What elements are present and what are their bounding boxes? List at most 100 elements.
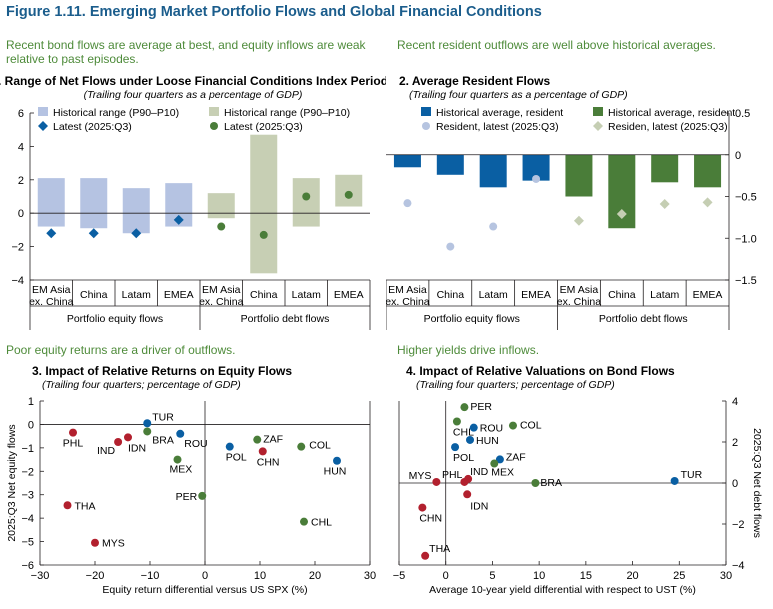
chart4-y-tick-label-2: 0 [732, 478, 738, 490]
chart3-y-tick-label-3: −2 [21, 466, 34, 478]
chart1-legend-label-2: Latest (2025:Q3) [53, 121, 132, 133]
chart3-subtitle: (Trailing four quarters; percentage of G… [42, 379, 241, 391]
chart2-latest-marker-3 [532, 174, 541, 183]
chart1-range-bar-1 [80, 178, 108, 229]
chart1-legend-swatch-0 [38, 107, 48, 116]
chart2-category-label-0: EM Asia ex. China [386, 284, 430, 308]
chart1-range-bar-4 [207, 193, 235, 219]
chart2-category-label-3: EMEA [521, 289, 551, 301]
chart1-latest-marker-0 [46, 228, 57, 239]
chart4-y-tick-label-1: 2 [732, 437, 738, 449]
subtitle-bottom-left: Poor equity returns are a driver of outf… [6, 343, 236, 357]
chart3-x-tick-label-3: 0 [202, 570, 208, 582]
chart4-y-tick-label-3: −2 [732, 519, 745, 531]
chart3-point-label-tha: THA [75, 500, 96, 512]
chart3-y-tick-label-0: 1 [28, 396, 34, 408]
chart1-y-tick-label-0: −4 [11, 275, 24, 287]
chart3-point-per [198, 491, 207, 500]
chart3-point-chl [300, 517, 308, 526]
chart-range-net-flows: 1. Range of Net Flows under Loose Financ… [0, 74, 386, 330]
chart-bond-relative-valuations: 4. Impact of Relative Valuations on Bond… [393, 364, 763, 596]
subtitle-bottom-right: Higher yields drive inflows. [397, 343, 540, 357]
chart2-y-tick-label-3: −1.0 [735, 233, 757, 245]
chart4-title: 4. Impact of Relative Valuations on Bond… [406, 364, 675, 378]
chart3-point-label-phl: PHL [63, 438, 84, 450]
chart3-x-tick-label-0: −30 [31, 570, 50, 582]
chart3-point-label-mex: MEX [170, 464, 193, 476]
chart3-point-hun [333, 456, 341, 465]
chart4-subtitle: (Trailing four quarters; percentage of G… [416, 379, 615, 391]
chart2-average-bar-0 [393, 154, 421, 168]
chart1-y-tick-label-4: 4 [18, 141, 24, 153]
figure-title: Figure 1.11. Emerging Market Portfolio F… [6, 4, 542, 20]
chart2-category-label-5: China [608, 289, 636, 301]
chart4-x-tick-label-2: 5 [489, 570, 495, 582]
chart2-latest-marker-5 [616, 209, 627, 220]
chart1-category-label-1: China [80, 289, 108, 301]
chart4-point-label-tur: TUR [681, 469, 703, 481]
chart3-point-label-pol: POL [226, 452, 247, 464]
chart1-legend-swatch-1 [209, 107, 219, 116]
chart3-point-label-tur: TUR [152, 411, 174, 423]
chart1-range-bar-5 [250, 134, 278, 274]
chart3-point-label-idn: IDN [128, 442, 146, 454]
chart4-point-chl [452, 417, 461, 426]
chart2-group-label-0: Portfolio equity flows [424, 313, 520, 325]
chart4-point-label-bra: BRA [540, 477, 562, 489]
chart1-group-label-0: Portfolio equity flows [67, 313, 163, 325]
chart1-category-label-6: Latam [292, 289, 321, 301]
chart2-y-tick-label-2: −0.5 [735, 192, 757, 204]
chart2-latest-marker-2 [489, 222, 498, 231]
chart4-point-bra [531, 479, 540, 487]
chart2-legend-label-0: Historical average, resident [436, 107, 563, 119]
chart4-point-label-zaf: ZAF [506, 451, 526, 463]
chart4-y-tick-label-0: 4 [732, 396, 738, 408]
chart3-y-tick-label-1: 0 [28, 419, 34, 431]
chart1-range-bar-6 [292, 178, 320, 227]
chart3-point-label-chl: CHL [311, 517, 332, 529]
chart1-y-tick-label-3: 2 [18, 175, 24, 187]
chart3-point-ind [114, 438, 123, 446]
chart4-point-label-tha: THA [429, 543, 450, 555]
chart4-point-label-phl: PHL [442, 469, 463, 481]
chart4-x-tick-label-3: 10 [533, 570, 545, 582]
chart1-latest-marker-2 [131, 228, 142, 239]
chart3-y-axis-label: 2025:Q3 Net equity flows [6, 424, 18, 541]
chart3-y-tick-label-7: −6 [21, 560, 34, 572]
chart1-category-label-3: EMEA [164, 289, 194, 301]
chart4-x-tick-label-5: 20 [626, 570, 638, 582]
chart1-category-label-2: Latam [122, 289, 151, 301]
chart2-legend-swatch-0 [421, 107, 431, 116]
chart3-point-label-per: PER [176, 491, 198, 503]
chart3-x-tick-label-5: 20 [309, 570, 321, 582]
chart3-point-bra [143, 427, 152, 436]
chart2-latest-marker-6 [659, 199, 670, 210]
chart4-point-idn [463, 490, 472, 499]
chart1-legend-swatch-3 [210, 122, 218, 130]
chart4-point-label-idn: IDN [470, 500, 488, 512]
chart3-point-label-zaf: ZAF [263, 434, 283, 446]
chart2-average-bar-7 [694, 154, 722, 188]
chart1-latest-marker-5 [259, 230, 268, 239]
chart2-legend-label-2: Resident, latest (2025:Q3) [436, 121, 559, 133]
chart1-latest-marker-4 [217, 222, 226, 231]
chart4-point-mys [432, 477, 441, 486]
chart4-x-tick-label-1: 0 [443, 570, 449, 582]
chart2-y-tick-label-0: 0.5 [735, 108, 750, 120]
chart2-legend-label-1: Historical average, resident [608, 107, 735, 119]
chart3-point-label-mys: MYS [102, 538, 125, 550]
chart4-point-mex [490, 459, 499, 468]
chart3-title: 3. Impact of Relative Returns on Equity … [32, 364, 292, 378]
chart3-point-label-bra: BRA [152, 434, 174, 446]
chart-average-resident-flows: 2. Average Resident Flows(Trailing four … [386, 74, 757, 330]
chart2-y-tick-label-4: −1.5 [735, 275, 757, 287]
chart4-x-tick-label-6: 25 [673, 570, 685, 582]
chart1-legend-label-0: Historical range (P90–P10) [53, 107, 179, 119]
chart3-point-mex [173, 455, 182, 464]
chart4-point-label-mex: MEX [491, 467, 514, 479]
chart2-average-bar-1 [436, 154, 464, 175]
chart3-x-axis-label: Equity return differential versus US SPX… [102, 584, 307, 596]
chart2-legend-label-3: Residen, latest (2025:Q3) [608, 121, 728, 133]
chart1-title: 1. Range of Net Flows under Loose Financ… [0, 74, 386, 88]
chart4-point-label-hun: HUN [476, 435, 499, 447]
